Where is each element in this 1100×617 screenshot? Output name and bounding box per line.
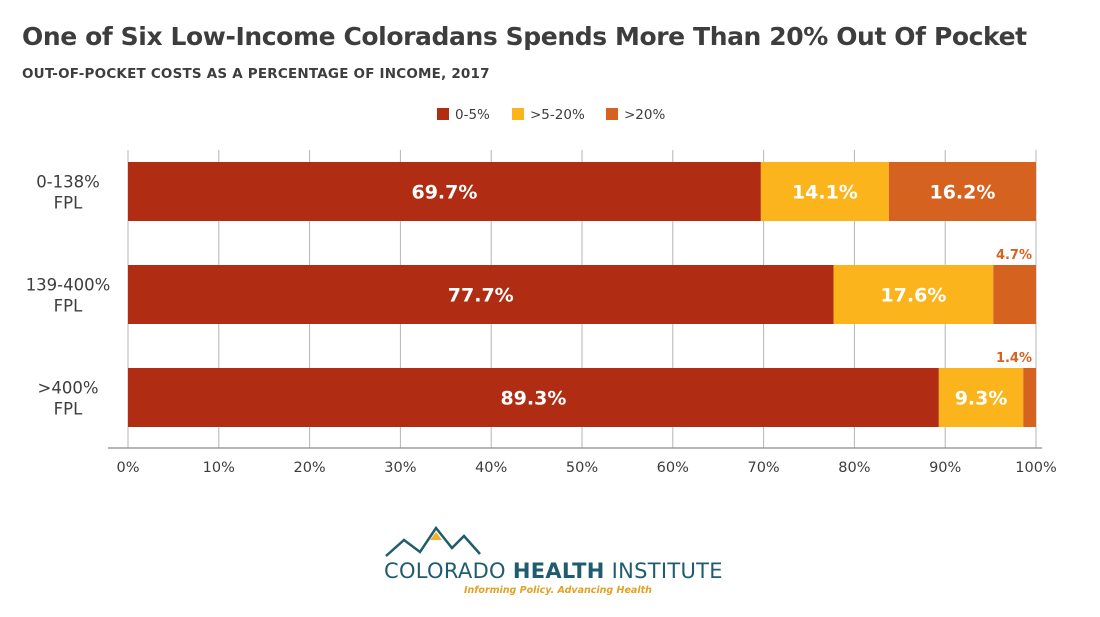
logo-wordmark: COLORADO HEALTH INSTITUTE: [384, 559, 723, 583]
x-tick-label: 30%: [384, 460, 416, 476]
x-tick-label: 40%: [475, 460, 507, 476]
logo-word-institute: INSTITUTE: [604, 559, 723, 583]
bar-segment: [888, 162, 1036, 221]
category-label: FPL: [54, 297, 83, 316]
legend-swatch-2: [606, 108, 618, 120]
data-label: 16.2%: [929, 182, 995, 204]
data-label: 89.3%: [500, 388, 566, 410]
logo-word-colorado: COLORADO: [384, 559, 513, 583]
bar-segment: [938, 368, 1024, 427]
x-tick-label: 80%: [838, 460, 870, 476]
category-label: 139-400%: [26, 276, 111, 295]
bar-segment: [128, 368, 939, 427]
bar-segment: [128, 265, 834, 324]
logo-word-health: HEALTH: [512, 559, 605, 583]
category-label: FPL: [54, 194, 83, 213]
legend-swatch-0: [437, 108, 449, 120]
chart-subtitle: OUT-OF-POCKET COSTS AS A PERCENTAGE OF I…: [22, 66, 490, 82]
bar-segment: [833, 265, 994, 324]
bar-segment: [128, 162, 761, 221]
x-tick-label: 70%: [747, 460, 779, 476]
colorado-health-institute-logo: COLORADO HEALTH INSTITUTE Informing Poli…: [380, 526, 723, 600]
data-label: 17.6%: [880, 285, 946, 307]
bar-segment: [760, 162, 889, 221]
x-tick-label: 100%: [1015, 460, 1056, 476]
category-label: 0-138%: [36, 173, 100, 192]
data-label: 9.3%: [955, 388, 1008, 410]
x-tick-label: 90%: [929, 460, 961, 476]
logo-tagline: Informing Policy. Advancing Health: [464, 585, 652, 596]
legend: 0-5% >5-20% >20%: [437, 107, 665, 123]
data-label: 69.7%: [411, 182, 477, 204]
legend-swatch-1: [512, 108, 524, 120]
category-labels: 0-138% FPL 139-400% FPL >400% FPL: [26, 173, 111, 419]
data-label: 4.7%: [996, 248, 1032, 263]
legend-label-0: 0-5%: [455, 107, 490, 123]
data-label: 77.7%: [448, 285, 514, 307]
x-tick-label: 60%: [657, 460, 689, 476]
data-label: 14.1%: [792, 182, 858, 204]
chart-title: One of Six Low-Income Coloradans Spends …: [22, 22, 1027, 51]
stacked-bar-chart: 0-5% >5-20% >20% 69.7% 14.1% 16.2% 77.7% 17.6%…: [26, 107, 1057, 476]
category-label: >400%: [38, 379, 99, 398]
x-tick-label: 0%: [116, 460, 139, 476]
x-axis: 0% 10% 20% 30% 40% 50% 60% 70% 80% 90% 100%: [108, 447, 1057, 476]
bar-segment: [993, 265, 1036, 324]
data-label: 1.4%: [996, 351, 1032, 366]
bars: 69.7% 14.1% 16.2% 77.7% 17.6% 4.7% 89.3% 9.3% 1.…: [128, 162, 1036, 427]
mountains-icon: [385, 526, 481, 557]
legend-label-2: >20%: [624, 107, 665, 123]
legend-label-1: >5-20%: [530, 107, 585, 123]
x-tick-label: 50%: [566, 460, 598, 476]
x-tick-label: 20%: [293, 460, 325, 476]
category-label: FPL: [54, 400, 83, 419]
x-tick-label: 10%: [203, 460, 235, 476]
bar-segment: [1023, 368, 1036, 427]
